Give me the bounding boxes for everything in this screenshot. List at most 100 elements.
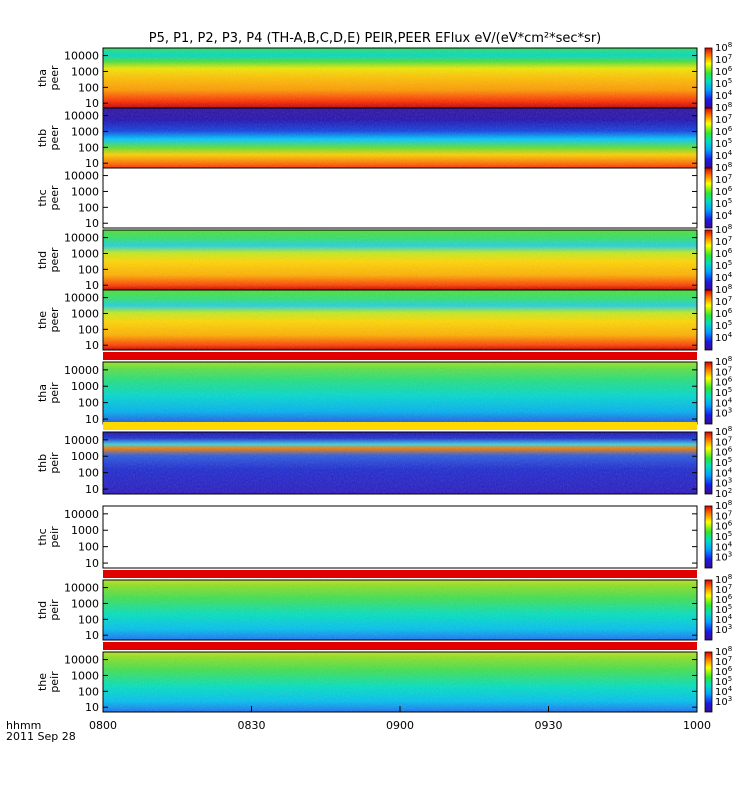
y-tick-label: 10 — [85, 339, 99, 352]
mode-band — [103, 570, 697, 578]
panel-label: peir — [48, 382, 61, 404]
mode-band — [103, 352, 697, 360]
x-tick-label: 0830 — [238, 719, 266, 732]
mode-band — [103, 642, 697, 650]
y-tick-label: 100 — [78, 467, 99, 480]
y-tick-label: 100 — [78, 81, 99, 94]
y-tick-label: 1000 — [71, 65, 99, 78]
panel-frame — [102, 289, 698, 351]
y-tick-label: 1000 — [71, 524, 99, 537]
y-tick-label: 10 — [85, 557, 99, 570]
panel-label: tha — [36, 384, 49, 402]
colorbar — [704, 229, 713, 291]
y-tick-label: 10 — [85, 701, 99, 714]
panel-label: thc — [36, 189, 49, 206]
panel-label: peir — [48, 452, 61, 474]
y-tick-label: 10000 — [64, 170, 99, 183]
spectrogram-texture — [103, 580, 697, 640]
y-tick-label: 10000 — [64, 582, 99, 595]
panel-label: peir — [48, 526, 61, 548]
panel-frame — [102, 167, 698, 229]
y-tick-label: 100 — [78, 141, 99, 154]
colorbar — [704, 47, 713, 109]
y-tick-label: 10000 — [64, 434, 99, 447]
panel-label: thc — [36, 528, 49, 545]
panel-label: the — [36, 673, 49, 691]
time-axis-label: hhmm — [6, 719, 41, 732]
y-tick-label: 10 — [85, 483, 99, 496]
panel-label: peer — [48, 65, 61, 91]
colorbar — [704, 505, 713, 569]
y-tick-label: 1000 — [71, 307, 99, 320]
y-tick-label: 10 — [85, 97, 99, 110]
x-tick-label: 0930 — [535, 719, 563, 732]
panel-label: peir — [48, 599, 61, 621]
y-tick-label: 10000 — [64, 508, 99, 521]
spectrogram-texture — [103, 432, 697, 494]
mode-band — [103, 422, 697, 430]
y-tick-label: 10000 — [64, 232, 99, 245]
panel-label: the — [36, 311, 49, 329]
panel-label: peir — [48, 671, 61, 693]
y-tick-label: 10000 — [64, 292, 99, 305]
colorbar — [704, 289, 713, 351]
panel-label: thd — [36, 601, 49, 619]
y-tick-label: 10000 — [64, 654, 99, 667]
spectrogram-empty — [103, 506, 697, 568]
y-tick-label: 1000 — [71, 450, 99, 463]
panel-label: thd — [36, 251, 49, 269]
colorbar — [704, 361, 713, 425]
y-tick-label: 100 — [78, 685, 99, 698]
y-tick-label: 1000 — [71, 597, 99, 610]
y-tick-label: 100 — [78, 613, 99, 626]
panel-frame — [102, 579, 698, 641]
y-tick-label: 10000 — [64, 50, 99, 63]
x-tick-label: 1000 — [683, 719, 711, 732]
spectrogram-empty — [103, 168, 697, 228]
spectrogram-texture — [103, 362, 697, 424]
panel-label: peer — [48, 307, 61, 333]
spectrogram-texture — [103, 652, 697, 712]
y-tick-label: 10 — [85, 279, 99, 292]
panel-label: peer — [48, 185, 61, 211]
spectrogram-texture — [103, 48, 697, 108]
panel-label: thb — [36, 454, 49, 472]
y-tick-label: 100 — [78, 263, 99, 276]
spectrogram-texture — [103, 230, 697, 290]
y-tick-label: 100 — [78, 397, 99, 410]
panel-label: tha — [36, 69, 49, 87]
panel-frame — [102, 505, 698, 569]
colorbar — [704, 651, 713, 713]
y-tick-label: 10000 — [64, 364, 99, 377]
y-tick-label: 100 — [78, 541, 99, 554]
panel-label: thb — [36, 129, 49, 147]
x-tick-label: 0800 — [89, 719, 117, 732]
date-label: 2011 Sep 28 — [6, 730, 76, 743]
y-tick-label: 10 — [85, 629, 99, 642]
y-tick-label: 1000 — [71, 669, 99, 682]
y-tick-label: 10 — [85, 413, 99, 426]
spectrogram-texture — [103, 108, 697, 168]
y-tick-label: 100 — [78, 201, 99, 214]
figure-title: P5, P1, P2, P3, P4 (TH-A,B,C,D,E) PEIR,P… — [149, 31, 602, 46]
y-tick-label: 100 — [78, 323, 99, 336]
y-tick-label: 10 — [85, 217, 99, 230]
panel-label: peer — [48, 125, 61, 151]
y-tick-label: 10000 — [64, 110, 99, 123]
panel-frame — [102, 431, 698, 495]
y-tick-label: 10 — [85, 157, 99, 170]
colorbar — [704, 431, 713, 495]
y-tick-label: 1000 — [71, 380, 99, 393]
